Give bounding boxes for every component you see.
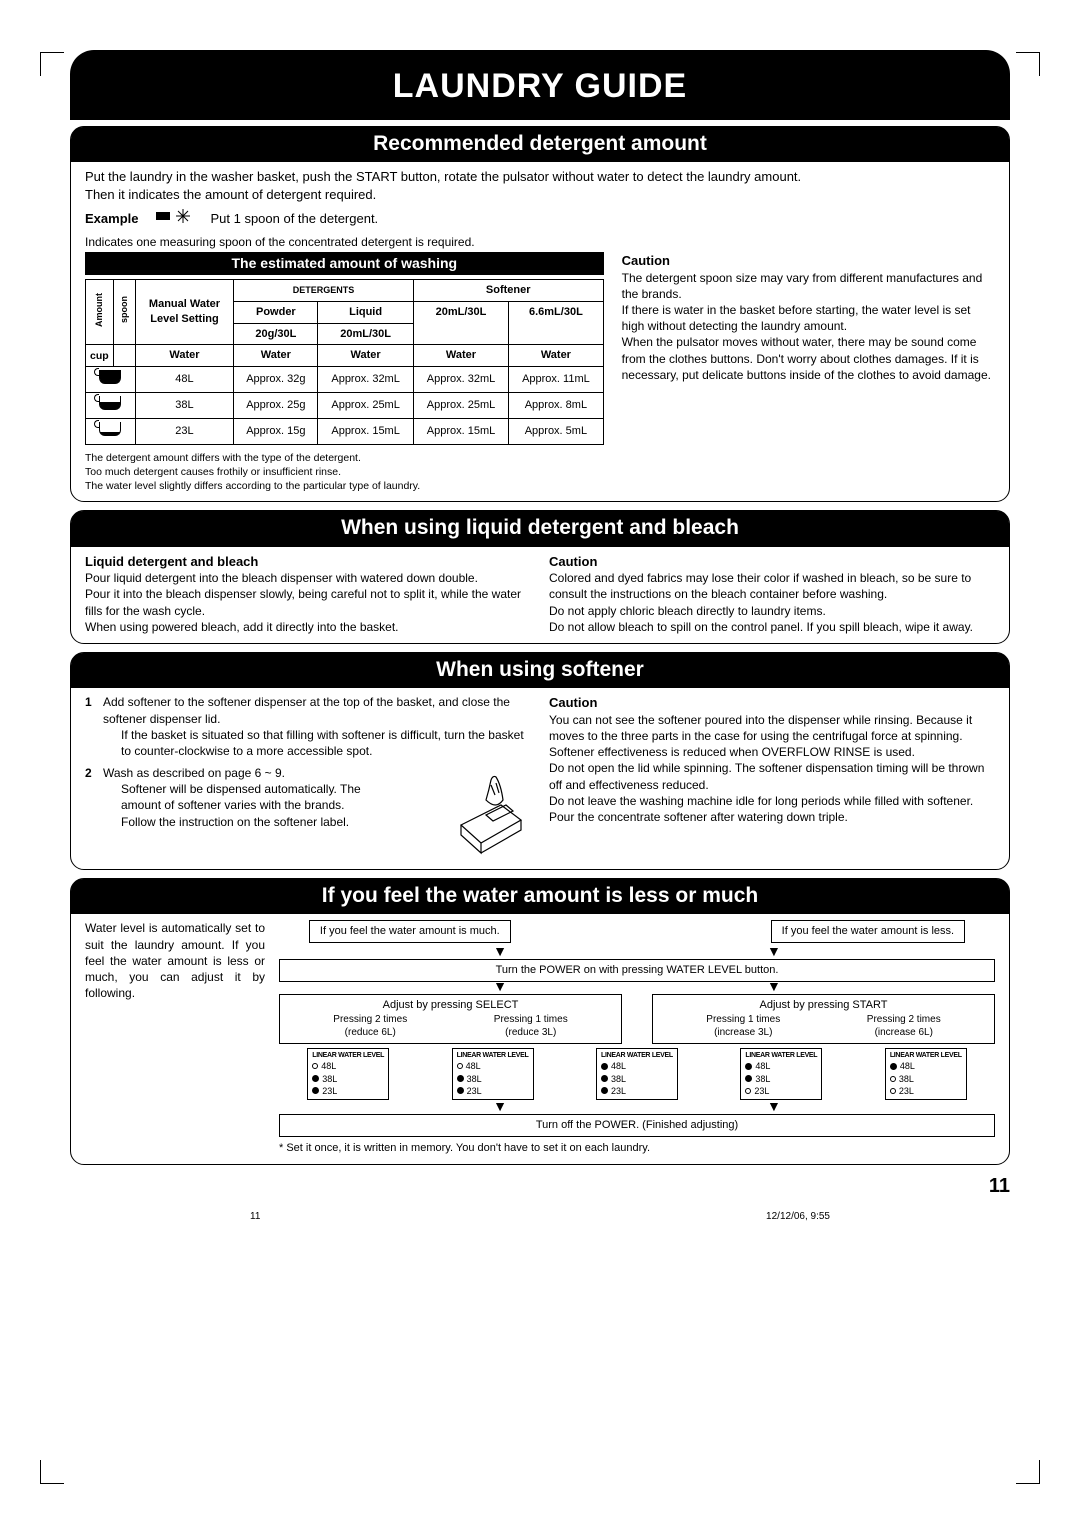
caution-text-1: The detergent spoon size may vary from d… bbox=[622, 270, 995, 383]
step1: Add softener to the softener dispenser a… bbox=[103, 695, 510, 725]
dispenser-illustration bbox=[451, 765, 531, 855]
box-less: If you feel the water amount is less. bbox=[771, 920, 965, 943]
section-softener: When using softener 1Add softener to the… bbox=[70, 652, 1010, 870]
detergent-table: Amount spoon Manual Water Level Setting … bbox=[85, 279, 604, 445]
section-liquid-bleach: When using liquid detergent and bleach L… bbox=[70, 510, 1010, 644]
step1-sub: If the basket is situated so that fillin… bbox=[103, 727, 531, 759]
section-detergent-amount: Recommended detergent amount Put the lau… bbox=[70, 126, 1010, 502]
caution-text-3: You can not see the softener poured into… bbox=[549, 712, 995, 825]
example-text: Put 1 spoon of the detergent. bbox=[210, 210, 378, 228]
caution-label-1: Caution bbox=[622, 252, 995, 270]
box-power: Turn the POWER on with pressing WATER LE… bbox=[279, 959, 995, 982]
liquid-bleach-label: Liquid detergent and bleach bbox=[85, 553, 531, 571]
example-label: Example bbox=[85, 210, 138, 228]
table-title: The estimated amount of washing bbox=[85, 252, 604, 275]
box-select: Adjust by pressing SELECT Pressing 2 tim… bbox=[279, 994, 622, 1044]
step2: Wash as described on page 6 ~ 9. bbox=[103, 766, 285, 780]
table-notes: The detergent amount differs with the ty… bbox=[85, 451, 604, 494]
liquid-bleach-text: Pour liquid detergent into the bleach di… bbox=[85, 570, 531, 635]
section1-heading: Recommended detergent amount bbox=[71, 127, 1009, 162]
caution-label-2: Caution bbox=[549, 553, 995, 571]
box-off: Turn off the POWER. (Finished adjusting) bbox=[279, 1114, 995, 1137]
page-title: LAUNDRY GUIDE bbox=[70, 50, 1010, 120]
section4-intro: Water level is automatically set to suit… bbox=[85, 920, 265, 1155]
step2-sub: Softener will be dispensed automatically… bbox=[103, 781, 363, 830]
box-much: If you feel the water amount is much. bbox=[309, 920, 511, 943]
caution-label-3: Caution bbox=[549, 694, 995, 712]
section2-heading: When using liquid detergent and bleach bbox=[71, 511, 1009, 546]
section-water-adjust: If you feel the water amount is less or … bbox=[70, 878, 1010, 1164]
memory-note: * Set it once, it is written in memory. … bbox=[279, 1141, 995, 1156]
section1-intro: Put the laundry in the washer basket, pu… bbox=[85, 168, 995, 203]
water-level-indicators: LINEAR WATER LEVEL 48L 38L 23LLINEAR WAT… bbox=[279, 1048, 995, 1100]
section4-heading: If you feel the water amount is less or … bbox=[71, 879, 1009, 914]
footer-date: 12/12/06, 9:55 bbox=[766, 1210, 830, 1224]
box-start: Adjust by pressing START Pressing 1 time… bbox=[652, 994, 995, 1044]
footer-page: 11 bbox=[250, 1210, 260, 1224]
section3-heading: When using softener bbox=[71, 653, 1009, 688]
caution-text-2: Colored and dyed fabrics may lose their … bbox=[549, 570, 995, 635]
page-number: 11 bbox=[70, 1173, 1010, 1200]
example-icon bbox=[156, 207, 192, 230]
example-note: Indicates one measuring spoon of the con… bbox=[85, 234, 995, 250]
